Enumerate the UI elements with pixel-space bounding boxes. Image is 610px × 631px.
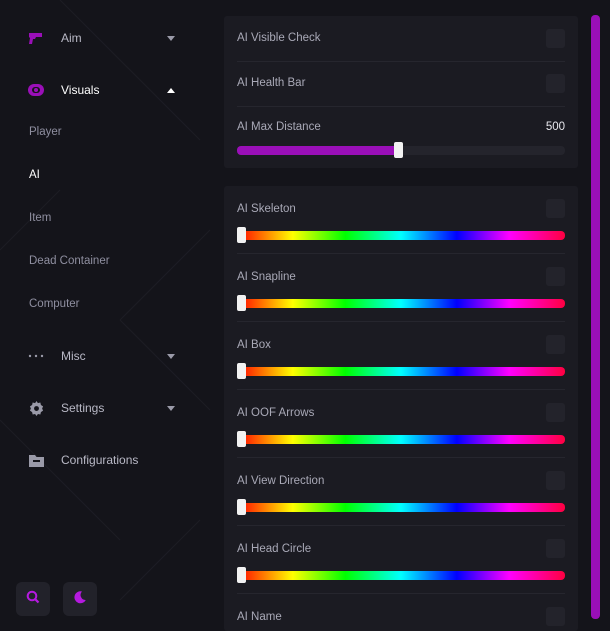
slider-thumb[interactable] <box>237 227 246 243</box>
head-circle-color-slider[interactable] <box>237 567 565 583</box>
max-distance-slider[interactable] <box>237 142 565 158</box>
divider <box>237 389 565 390</box>
divider <box>237 525 565 526</box>
slider-thumb[interactable] <box>393 142 403 158</box>
setting-label: AI Health Bar <box>237 77 306 89</box>
theme-toggle-button[interactable] <box>63 582 97 616</box>
setting-label: AI Snapline <box>237 271 296 283</box>
setting-label: AI OOF Arrows <box>237 407 315 419</box>
setting-row: AI OOF Arrows <box>237 390 565 458</box>
setting-row: AI Skeleton <box>237 186 565 254</box>
name-checkbox[interactable] <box>546 607 565 626</box>
eye-icon <box>27 81 45 99</box>
snapline-checkbox[interactable] <box>546 267 565 286</box>
search-button[interactable] <box>16 582 50 616</box>
nav-configurations[interactable]: Configurations <box>0 440 200 480</box>
setting-row: AI View Direction <box>237 458 565 526</box>
setting-row: AI Box <box>237 322 565 390</box>
health-bar-checkbox[interactable] <box>546 74 565 93</box>
oof-arrows-color-slider[interactable] <box>237 431 565 447</box>
setting-label: AI Head Circle <box>237 543 312 555</box>
divider <box>237 593 565 594</box>
chevron-down-icon <box>166 33 176 43</box>
sidebar: Aim Visuals Player AI Item Dead Containe… <box>0 0 210 631</box>
nav-visuals-label: Visuals <box>61 83 100 97</box>
setting-row: AI Snapline <box>237 254 565 322</box>
setting-row: AI Visible Check <box>237 16 565 62</box>
slider-thumb[interactable] <box>237 431 246 447</box>
nav-settings-label: Settings <box>61 401 105 415</box>
subnav-item[interactable]: Item <box>29 212 52 224</box>
folder-icon <box>27 451 45 469</box>
head-circle-checkbox[interactable] <box>546 539 565 558</box>
setting-label: AI Skeleton <box>237 203 296 215</box>
skeleton-checkbox[interactable] <box>546 199 565 218</box>
divider <box>237 253 565 254</box>
settings-panel-general: AI Visible Check AI Health Bar AI Max Di… <box>224 16 578 168</box>
nav-configurations-label: Configurations <box>61 453 139 467</box>
dots-icon <box>27 347 45 365</box>
divider <box>237 61 565 62</box>
scrollbar-thumb[interactable] <box>591 15 600 619</box>
nav-aim-label: Aim <box>61 31 82 45</box>
view-direction-checkbox[interactable] <box>546 471 565 490</box>
max-distance-value: 500 <box>545 121 565 133</box>
box-color-slider[interactable] <box>237 363 565 379</box>
setting-row: AI Head Circle <box>237 526 565 594</box>
setting-label: AI Max Distance <box>237 121 321 133</box>
moon-icon <box>73 590 87 609</box>
nav-visuals[interactable]: Visuals <box>0 70 200 110</box>
subnav-ai[interactable]: AI <box>29 169 40 181</box>
view-direction-color-slider[interactable] <box>237 499 565 515</box>
divider <box>237 106 565 107</box>
settings-panel-colors: AI Skeleton AI Snapline AI Box AI OOF Ar… <box>224 186 578 631</box>
chevron-down-icon <box>166 351 176 361</box>
snapline-color-slider[interactable] <box>237 295 565 311</box>
subnav-dead-container[interactable]: Dead Container <box>29 255 110 267</box>
box-checkbox[interactable] <box>546 335 565 354</box>
setting-row: AI Max Distance 500 <box>237 106 565 166</box>
nav-misc-label: Misc <box>61 349 86 363</box>
subnav-player[interactable]: Player <box>29 126 62 138</box>
setting-row: AI Health Bar <box>237 61 565 107</box>
nav-misc[interactable]: Misc <box>0 336 200 376</box>
skeleton-color-slider[interactable] <box>237 227 565 243</box>
divider <box>237 321 565 322</box>
setting-row: AI Name <box>237 594 565 631</box>
scrollbar[interactable] <box>591 15 600 619</box>
visible-check-checkbox[interactable] <box>546 29 565 48</box>
search-icon <box>26 590 40 609</box>
slider-thumb[interactable] <box>237 567 246 583</box>
divider <box>237 457 565 458</box>
slider-fill <box>237 146 398 155</box>
slider-thumb[interactable] <box>237 295 246 311</box>
slider-thumb[interactable] <box>237 363 246 379</box>
setting-label: AI Visible Check <box>237 32 321 44</box>
slider-thumb[interactable] <box>237 499 246 515</box>
chevron-down-icon <box>166 403 176 413</box>
chevron-up-icon <box>166 85 176 95</box>
setting-label: AI Name <box>237 611 282 623</box>
gun-icon <box>27 29 45 47</box>
gear-icon <box>27 399 45 417</box>
oof-arrows-checkbox[interactable] <box>546 403 565 422</box>
setting-label: AI View Direction <box>237 475 325 487</box>
nav-settings[interactable]: Settings <box>0 388 200 428</box>
subnav-computer[interactable]: Computer <box>29 298 80 310</box>
nav-aim[interactable]: Aim <box>0 18 200 58</box>
setting-label: AI Box <box>237 339 271 351</box>
